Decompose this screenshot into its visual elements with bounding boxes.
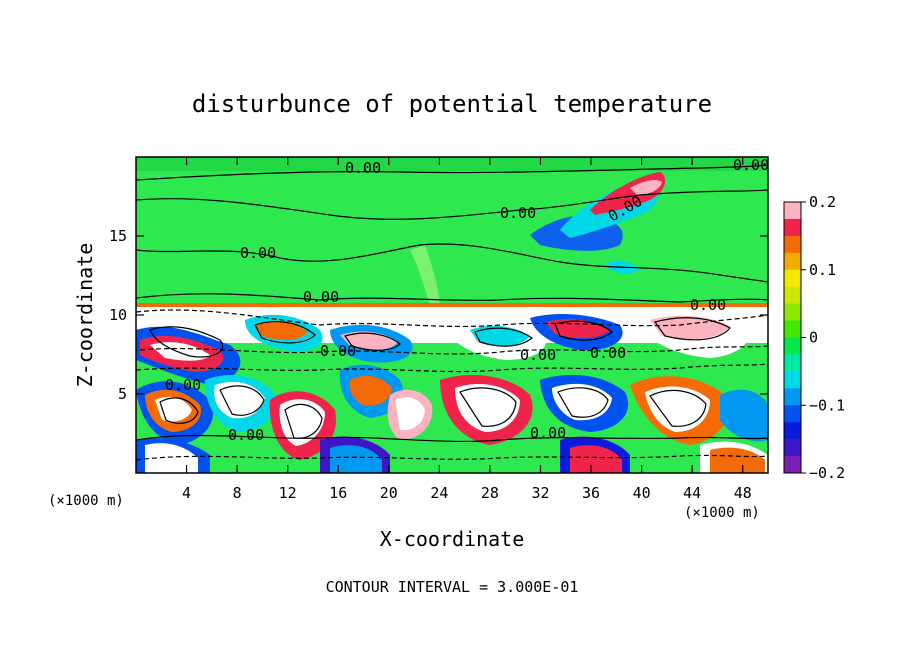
y-axis-ticks: 5 10 15 [109,227,768,403]
colorbar-segment [784,252,801,271]
tropopause-orange-line [136,303,768,307]
dashed-contours [136,309,768,461]
y-axis-label: Z-coordinate [73,243,97,388]
x-tick-label: 28 [481,484,499,502]
x-tick-label: 8 [233,484,242,502]
contour-label: 0.00 [500,204,536,222]
x-tick-label: 36 [582,484,600,502]
colorbar-segment [784,405,801,423]
x-axis-label: X-coordinate [380,527,525,551]
x-tick-label: 4 [182,484,191,502]
x-axis-ticks: 4 8 12 16 20 24 28 32 36 40 44 48 [182,157,752,502]
colorbar-segment [784,456,801,474]
x-tick-label: 32 [531,484,549,502]
top-band [136,157,768,171]
contour-label: 0.00 [520,346,556,364]
contour-label: 0.00 [590,344,626,362]
colorbar-segment [784,320,801,338]
contour-label: 0.00 [240,244,276,262]
colorbar-tick-label: 0.2 [809,193,836,211]
colorbar-tick-label: −0.1 [809,396,845,414]
x-tick-label: 24 [430,484,448,502]
x-tick-label: 44 [683,484,701,502]
colorbar-segment [784,218,801,237]
upper-light-column [410,245,440,305]
colorbar-tick-label: 0 [809,329,818,347]
contour-label: 0.00 [303,288,339,306]
colorbar-segment [784,202,801,220]
colorbar-segment [784,269,801,288]
colorbar-tick-label: −0.2 [809,464,845,482]
contour-lines [136,164,768,443]
upper-plume-pink [630,180,662,196]
y-tick-label: 5 [118,385,127,403]
colorbar-ticks: 0.2 0.1 0 −0.1 −0.2 [801,193,845,482]
colorbar-segment [784,388,801,406]
contour-label: 0.00 [530,424,566,442]
x-tick-label: 16 [329,484,347,502]
x-unit-right: (×1000 m) [684,505,760,521]
colorbar-segment [784,422,801,440]
y-tick-label: 15 [109,227,127,245]
colorbar-segment [784,286,801,305]
x-tick-label: 48 [734,484,752,502]
colorbar-segment [784,303,801,322]
contour-label: 0.00 [228,426,264,444]
colorbar-segment [784,439,801,457]
colorbar-tick-label: 0.1 [809,261,836,279]
contour-label: 0.00 [345,159,381,177]
colorbar-segment [784,371,801,389]
contour-label: 0.00 [320,342,356,360]
x-unit-left: (×1000 m) [48,493,124,509]
colorbar [783,201,802,474]
colorbar-segment [784,354,801,372]
x-tick-label: 12 [279,484,297,502]
upper-layer-field [136,157,768,307]
colorbar-segment [784,235,801,254]
x-tick-label: 40 [633,484,651,502]
contour-label: 0.00 [165,376,201,394]
contour-label: 0.00 [733,156,769,174]
chart-title: disturbunce of potential temperature [192,90,712,118]
colorbar-segment [784,337,801,355]
x-tick-label: 20 [380,484,398,502]
y-tick-label: 10 [109,306,127,324]
plot-area: 0.00 0.00 0.00 0.00 0.00 0.00 0.00 0.00 … [136,156,769,473]
contour-interval-note: CONTOUR INTERVAL = 3.000E-01 [326,578,579,596]
contour-label: 0.00 [690,296,726,314]
